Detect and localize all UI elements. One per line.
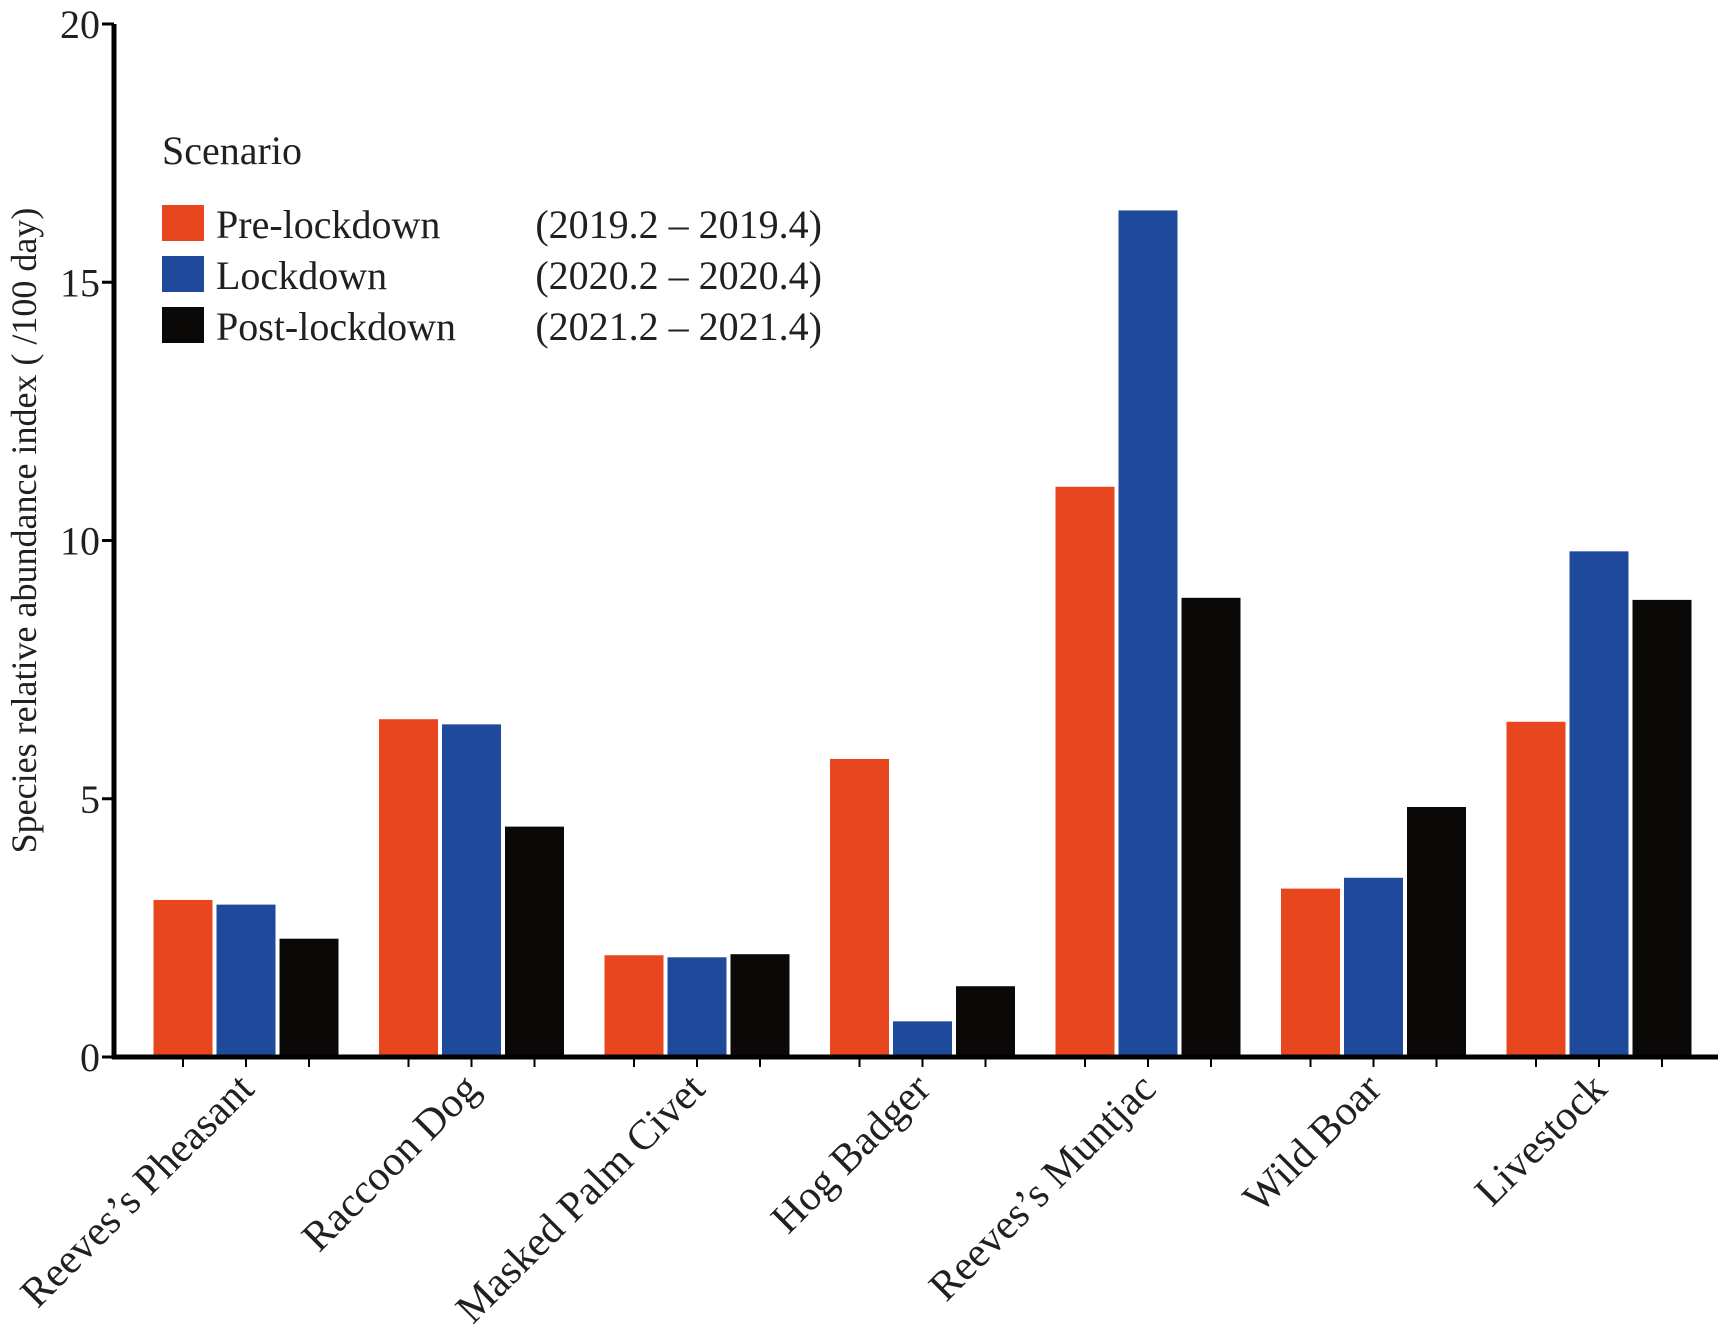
bar-lockdown-3 (892, 1020, 953, 1058)
bar-pre-lockdown-1 (378, 718, 439, 1058)
bar-pre-lockdown-2 (603, 954, 665, 1058)
legend-swatch-lockdown (162, 256, 204, 292)
x-tick-label: Reeves’s Muntjac (921, 1066, 1165, 1310)
y-tick-label: 0 (80, 1035, 100, 1080)
legend-label-lockdown: Lockdown (216, 253, 387, 298)
x-tick-label: Wild Boar (1235, 1066, 1391, 1222)
bar-post-lockdown-3 (955, 985, 1016, 1058)
legend-range-pre-lockdown: (2019.2 – 2019.4) (535, 202, 822, 247)
legend-swatch-post-lockdown (162, 307, 204, 343)
bar-pre-lockdown-5 (1280, 887, 1341, 1058)
x-tick-label: Reeves’s Pheasant (12, 1065, 263, 1316)
bar-pre-lockdown-4 (1054, 485, 1116, 1058)
bar-lockdown-1 (441, 723, 502, 1058)
y-tick-label: 10 (60, 519, 100, 564)
bar-lockdown-5 (1343, 876, 1404, 1058)
legend-range-post-lockdown: (2021.2 – 2021.4) (535, 304, 822, 349)
x-tick-label: Raccoon Dog (294, 1066, 489, 1261)
bar-post-lockdown-2 (729, 953, 791, 1058)
bar-lockdown-4 (1117, 209, 1179, 1058)
bar-lockdown-0 (215, 903, 277, 1058)
legend-swatch-pre-lockdown (162, 205, 204, 241)
bar-post-lockdown-1 (504, 825, 565, 1058)
x-tick-label: Livestock (1466, 1066, 1616, 1216)
bar-post-lockdown-6 (1631, 598, 1693, 1058)
bar-post-lockdown-5 (1406, 805, 1467, 1058)
y-tick-label: 20 (60, 2, 100, 47)
legend-label-pre-lockdown: Pre-lockdown (216, 202, 440, 247)
x-tick-label: Masked Palm Civet (447, 1065, 714, 1332)
y-tick-label: 5 (80, 777, 100, 822)
x-tick-label: Hog Badger (763, 1066, 940, 1243)
bar-post-lockdown-4 (1180, 596, 1242, 1058)
y-axis-label: Species relative abundance index ( /100 … (4, 208, 44, 854)
bar-pre-lockdown-6 (1505, 720, 1567, 1058)
bar-pre-lockdown-3 (829, 757, 890, 1058)
bar-lockdown-6 (1568, 550, 1630, 1058)
legend: Scenario Pre-lockdown (2019.2 – 2019.4) Loc… (162, 128, 822, 349)
y-tick-label: 15 (60, 260, 100, 305)
legend-range-lockdown: (2020.2 – 2020.4) (535, 253, 822, 298)
bar-pre-lockdown-0 (152, 898, 214, 1058)
bar-lockdown-2 (666, 956, 728, 1058)
bar-post-lockdown-0 (278, 937, 340, 1058)
bars-layer (152, 209, 1693, 1058)
legend-label-post-lockdown: Post-lockdown (216, 304, 456, 349)
legend-title: Scenario (162, 128, 302, 173)
